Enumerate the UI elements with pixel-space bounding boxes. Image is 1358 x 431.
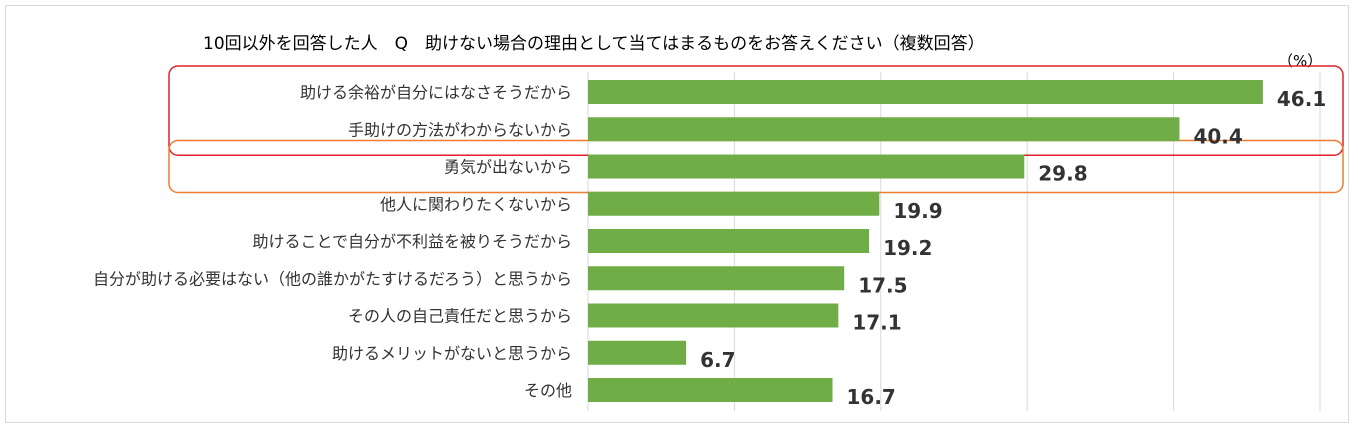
bar-4 xyxy=(588,229,870,253)
bar-2 xyxy=(588,154,1025,179)
bar-chart: 10回以外を回答した人 Q 助けない場合の理由として当てはまるものをお答えくださ… xyxy=(93,34,1344,411)
chart-title: 10回以外を回答した人 Q 助けない場合の理由として当てはまるものをお答えくださ… xyxy=(203,34,985,54)
bar-0 xyxy=(588,80,1263,104)
value-label-5: 17.5 xyxy=(858,273,907,297)
category-label-5: 自分が助ける必要はない（他の誰かがたすけるだろう）と思うから xyxy=(93,269,572,288)
category-label-7: 助けるメリットがないと思うから xyxy=(332,344,572,363)
value-label-4: 19.2 xyxy=(883,236,932,260)
value-label-0: 46.1 xyxy=(1277,87,1326,111)
bar-5 xyxy=(588,266,845,291)
category-labels: 助ける余裕が自分にはなさそうだから手助けの方法がわからないから勇気が出ないから他… xyxy=(93,83,572,400)
value-label-3: 19.9 xyxy=(893,199,942,223)
value-label-2: 29.8 xyxy=(1038,162,1087,186)
unit-label: （%） xyxy=(1278,52,1322,70)
category-label-0: 助ける余裕が自分にはなさそうだから xyxy=(300,83,572,102)
bar-7 xyxy=(588,340,687,365)
value-label-8: 16.7 xyxy=(846,385,895,409)
category-label-4: 助けることで自分が不利益を被りそうだから xyxy=(252,232,572,251)
value-label-6: 17.1 xyxy=(852,311,901,335)
bars xyxy=(588,80,1263,402)
category-label-2: 勇気が出ないから xyxy=(444,158,572,177)
bar-8 xyxy=(588,378,833,402)
bar-1 xyxy=(588,117,1180,142)
value-labels: 46.1 40.4 29.8 19.9 19.2 17.5 17.1 6.7 16.7 xyxy=(700,87,1326,409)
chart-frame: 10回以外を回答した人 Q 助けない場合の理由として当てはまるものをお答えくださ… xyxy=(5,5,1349,423)
category-label-1: 手助けの方法がわからないから xyxy=(348,120,572,139)
value-label-1: 40.4 xyxy=(1193,124,1242,148)
value-label-7: 6.7 xyxy=(700,348,735,372)
highlight-box-0 xyxy=(168,65,1344,156)
category-label-3: 他人に関わりたくないから xyxy=(380,195,572,214)
bar-3 xyxy=(588,191,880,216)
bar-6 xyxy=(588,303,839,328)
category-label-8: その他 xyxy=(524,381,572,400)
category-label-6: その人の自己責任だと思うから xyxy=(348,307,572,326)
